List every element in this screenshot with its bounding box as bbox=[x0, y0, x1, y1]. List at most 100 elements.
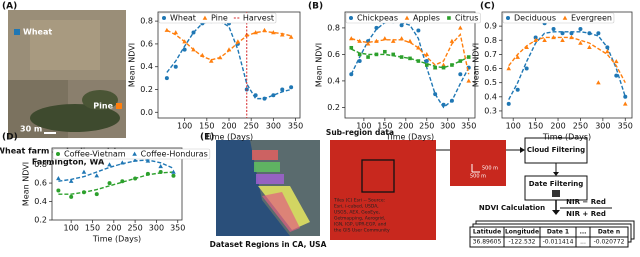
table-header: Date n bbox=[598, 229, 620, 236]
table-header: Longitude bbox=[505, 229, 539, 236]
table-cell: -0.011414 bbox=[543, 239, 574, 246]
x-tick-label: 350 bbox=[461, 122, 476, 131]
point bbox=[365, 41, 371, 46]
fit-line bbox=[166, 29, 292, 61]
point bbox=[515, 87, 520, 92]
point bbox=[441, 65, 446, 70]
step-label: NDVI Calculation bbox=[479, 204, 545, 212]
trees bbox=[82, 90, 118, 110]
x-tick-label: 350 bbox=[618, 122, 633, 131]
wheat-marker bbox=[14, 29, 20, 35]
point bbox=[551, 26, 556, 31]
point bbox=[288, 34, 294, 39]
x-tick-label: 250 bbox=[419, 122, 434, 131]
subregion-title: Sub-region data bbox=[326, 128, 394, 137]
point bbox=[605, 49, 610, 54]
arrowhead bbox=[552, 210, 560, 215]
legend-label: Coffee-Honduras bbox=[141, 150, 208, 159]
scale-label: 500 m bbox=[482, 166, 498, 172]
table-header: ... bbox=[580, 229, 587, 236]
point bbox=[596, 31, 601, 36]
x-axis-label: Time (Days) bbox=[92, 235, 141, 244]
y-tick-label: 0.6 bbox=[34, 179, 47, 188]
y-tick-label: 0.8 bbox=[327, 23, 340, 32]
y-tick-label: 0.9 bbox=[484, 22, 497, 31]
legend-label: Harvest bbox=[243, 14, 274, 23]
point bbox=[81, 169, 87, 174]
legend-box bbox=[158, 12, 277, 24]
point bbox=[173, 30, 179, 35]
fit-line bbox=[508, 36, 626, 83]
point bbox=[524, 44, 529, 50]
x-axis-label: Time (Days) bbox=[542, 133, 591, 142]
zoom-box bbox=[361, 159, 395, 193]
region bbox=[256, 174, 284, 184]
panel-label: (A) bbox=[2, 2, 17, 12]
y-tick-label: 0.8 bbox=[34, 160, 47, 169]
y-tick-label: 0.0 bbox=[140, 108, 153, 117]
panel-label: (C) bbox=[480, 2, 495, 12]
fit-line bbox=[351, 33, 470, 75]
point bbox=[416, 28, 421, 33]
table-cell: -0.020772 bbox=[594, 239, 625, 246]
y-tick-label: 0.4 bbox=[34, 197, 47, 206]
legend-box bbox=[52, 148, 211, 160]
fit-line bbox=[350, 48, 470, 69]
x-tick-label: 100 bbox=[177, 122, 192, 131]
point bbox=[171, 173, 176, 178]
legend-symbol bbox=[506, 16, 510, 20]
x-axis-label: Time (Days) bbox=[204, 133, 253, 142]
point bbox=[289, 85, 294, 90]
point bbox=[578, 40, 583, 45]
legend-symbol bbox=[349, 16, 353, 20]
point bbox=[596, 80, 601, 85]
point bbox=[164, 76, 169, 81]
point bbox=[69, 194, 74, 199]
pine-marker bbox=[116, 103, 122, 109]
credit-line: the GIS User Community bbox=[334, 228, 390, 234]
scale-label: 500 m bbox=[470, 174, 486, 180]
point bbox=[614, 73, 619, 78]
y-tick-label: 0.8 bbox=[484, 36, 497, 45]
legend-symbol bbox=[162, 16, 166, 20]
legend-label: Citrus bbox=[455, 14, 478, 23]
panel-e-diagram bbox=[216, 137, 635, 248]
x-tick-label: 100 bbox=[64, 224, 79, 233]
y-tick-label: 0.4 bbox=[327, 76, 340, 85]
point bbox=[158, 164, 163, 169]
point bbox=[56, 188, 61, 193]
image-label: Wheat bbox=[23, 28, 52, 37]
plot-frame bbox=[501, 11, 633, 119]
table-header: Latitude bbox=[473, 229, 501, 236]
legend-symbol bbox=[56, 152, 60, 156]
table-text: Latitude Longitude Date 1... Date n 36.89605… bbox=[473, 229, 625, 246]
legend-box bbox=[345, 12, 481, 24]
point bbox=[208, 58, 214, 63]
y-axis-label: Mean NDVI bbox=[472, 43, 481, 87]
y-tick-label: 0.4 bbox=[484, 92, 497, 101]
region bbox=[262, 192, 300, 232]
point bbox=[68, 178, 74, 183]
point bbox=[366, 55, 370, 59]
ocean bbox=[216, 140, 290, 236]
y-tick-label: 0.6 bbox=[327, 50, 340, 59]
x-tick-label: 150 bbox=[199, 122, 214, 131]
x-tick-label: 250 bbox=[244, 122, 259, 131]
point bbox=[524, 66, 529, 71]
arrowhead bbox=[520, 147, 525, 153]
point bbox=[506, 101, 511, 106]
map-caption: Dataset Regions in CA, USA bbox=[210, 240, 327, 249]
point bbox=[587, 44, 592, 50]
legend-symbol bbox=[202, 15, 208, 20]
formula: NIR − Red bbox=[566, 198, 606, 206]
legend-label: Wheat bbox=[170, 14, 196, 23]
point bbox=[466, 78, 472, 83]
legend-label: Coffee-Vietnam bbox=[64, 150, 126, 159]
x-axis-label: Time (Days) bbox=[385, 133, 434, 142]
point bbox=[458, 25, 463, 30]
y-tick-label: 0.2 bbox=[34, 216, 47, 225]
step-label: Date Filtering bbox=[529, 180, 584, 188]
y-tick-label: 0.7 bbox=[484, 50, 497, 59]
fit-line bbox=[508, 31, 626, 100]
x-tick-label: 200 bbox=[398, 122, 413, 131]
